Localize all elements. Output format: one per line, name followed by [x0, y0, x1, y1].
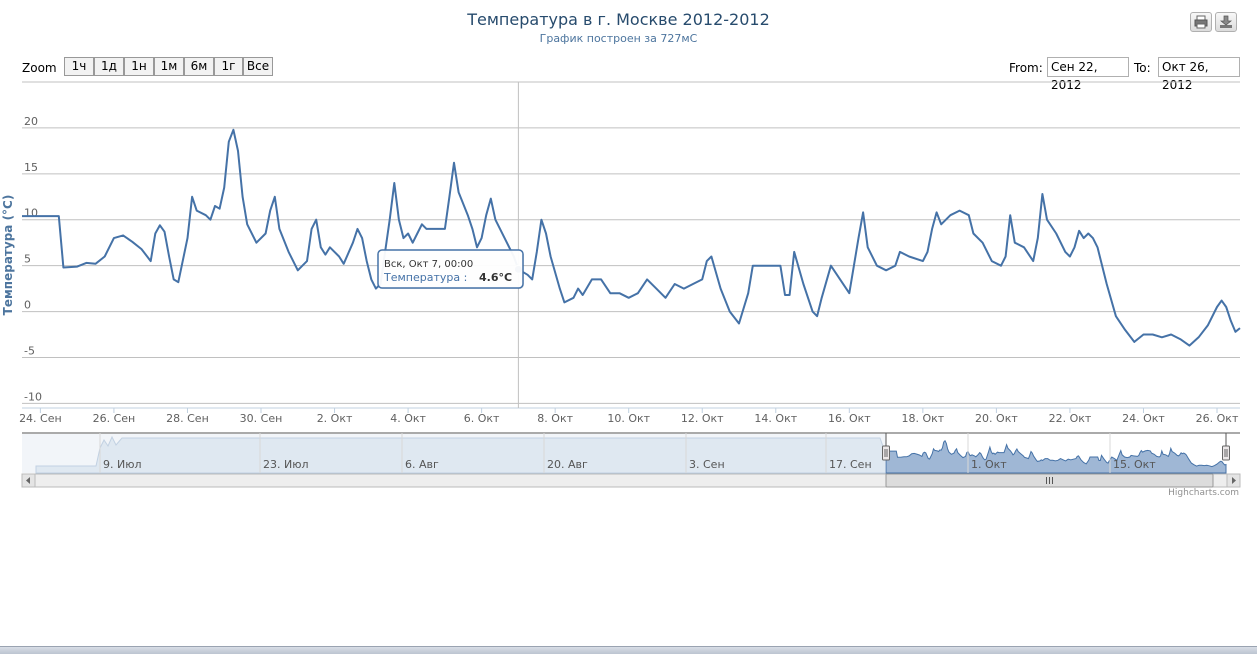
navigator-label: 9. Июл	[103, 458, 142, 471]
zoom-button-3[interactable]: 1м	[154, 57, 184, 76]
zoom-label: Zoom	[22, 61, 57, 75]
chart-title: Температура в г. Москве 2012-2012	[467, 10, 770, 29]
y-tick-label: 10	[24, 207, 38, 220]
navigator-label: 3. Сен	[689, 458, 725, 471]
navigator-selected-area	[885, 439, 1227, 474]
y-tick-label: 0	[24, 299, 31, 312]
navigator-right-handle[interactable]	[1222, 445, 1230, 461]
download-icon	[1220, 15, 1232, 28]
scrollbar-right-arrow	[1232, 477, 1236, 484]
navigator-label: 17. Сен	[829, 458, 872, 471]
navigator-label: 23. Июл	[263, 458, 309, 471]
y-axis-title: Температура (°C)	[1, 195, 15, 316]
x-tick-label: 10. Окт	[607, 412, 650, 425]
scrollbar-left-arrow	[26, 477, 30, 484]
y-tick-label: 20	[24, 115, 38, 128]
handle-body	[882, 445, 890, 461]
zoom-button-1[interactable]: 1д	[94, 57, 124, 76]
x-tick-label: 6. Окт	[464, 412, 500, 425]
navigator-label: 6. Авг	[405, 458, 439, 471]
to-label: To:	[1134, 61, 1151, 75]
taskbar	[0, 646, 1257, 654]
x-tick-label: 26. Окт	[1196, 412, 1239, 425]
y-tick-label: 15	[24, 161, 38, 174]
x-tick-label: 26. Сен	[93, 412, 136, 425]
from-label: From:	[1009, 61, 1043, 75]
chart-subtitle: График построен за 727мС	[539, 32, 698, 45]
printer-icon	[1194, 15, 1208, 29]
navigator-label: 1. Окт	[971, 458, 1007, 471]
zoom-button-2[interactable]: 1н	[124, 57, 154, 76]
export-button[interactable]	[1215, 12, 1237, 32]
x-tick-label: 24. Сен	[19, 412, 62, 425]
x-tick-label: 22. Окт	[1049, 412, 1092, 425]
navigator-label: 20. Авг	[547, 458, 588, 471]
x-tick-label: 24. Окт	[1122, 412, 1165, 425]
y-tick-label: -5	[24, 344, 35, 357]
x-tick-label: 18. Окт	[902, 412, 945, 425]
handle-body	[1222, 445, 1230, 461]
y-tick-label: -10	[24, 390, 42, 403]
navigator-scrollbar[interactable]	[21, 473, 1241, 488]
credits-link[interactable]: Highcharts.com	[1168, 488, 1239, 498]
x-tick-label: 20. Окт	[975, 412, 1018, 425]
print-button[interactable]	[1190, 12, 1212, 32]
temperature-chart: -10 -5 0 5 10 15 20 Температура (°C) 24. Сен 26. …	[1, 81, 1241, 488]
zoom-button-0[interactable]: 1ч	[64, 57, 94, 76]
x-tick-label: 2. Окт	[317, 412, 353, 425]
tooltip-box	[377, 249, 524, 289]
x-tick-label: 30. Сен	[240, 412, 283, 425]
x-tick-label: 28. Сен	[166, 412, 209, 425]
zoom-button-5[interactable]: 1г	[214, 57, 243, 76]
navigator-label: 15. Окт	[1113, 458, 1156, 471]
tooltip-value: 4.6°C	[479, 271, 512, 284]
zoom-button-4[interactable]: 6м	[184, 57, 214, 76]
tooltip-series-label: Температура :	[383, 271, 467, 284]
navigator-left-handle[interactable]	[882, 445, 890, 461]
x-tick-label: 14. Окт	[754, 412, 797, 425]
y-tick-label: 5	[24, 253, 31, 266]
x-tick-label: 12. Окт	[681, 412, 724, 425]
navigator-mask-left	[22, 434, 886, 473]
tooltip-header: Вск, Окт 7, 00:00	[384, 259, 473, 270]
temperature-series-line	[22, 128, 1241, 347]
x-tick-label: 16. Окт	[828, 412, 871, 425]
x-tick-label: 8. Окт	[537, 412, 573, 425]
x-tick-label: 4. Окт	[390, 412, 426, 425]
zoom-button-6[interactable]: Все	[243, 57, 273, 76]
